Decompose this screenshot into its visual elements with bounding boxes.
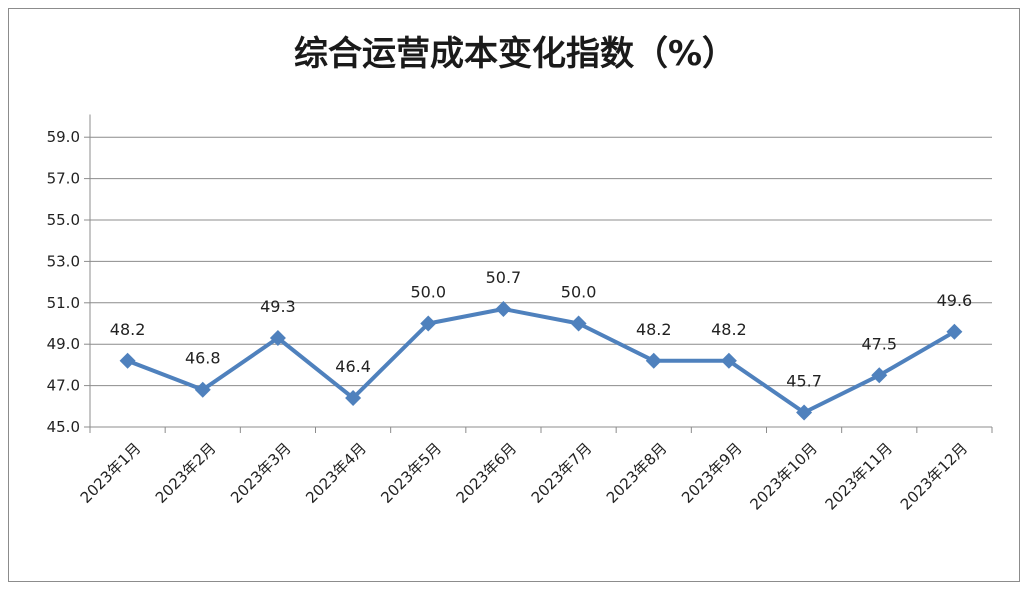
data-label: 46.4 bbox=[335, 357, 371, 376]
data-point bbox=[345, 390, 362, 407]
data-label: 50.0 bbox=[410, 283, 446, 302]
data-point bbox=[720, 352, 737, 369]
data-point bbox=[420, 315, 437, 332]
data-label: 49.6 bbox=[937, 291, 973, 310]
x-tick-label: 2023年10月 bbox=[746, 439, 820, 513]
data-label: 48.2 bbox=[110, 320, 146, 339]
axes bbox=[89, 114, 993, 433]
x-axis-labels: 2023年1月 2023年2月 2023年3月 2023年4月 2023年5月 2023年… bbox=[77, 439, 972, 513]
x-tick-label: 2023年3月 bbox=[227, 439, 295, 507]
y-tick-label: 45.0 bbox=[47, 418, 80, 436]
x-tick-label: 2023年7月 bbox=[528, 439, 596, 507]
x-tick-label: 2023年9月 bbox=[678, 439, 746, 507]
y-tick-label: 47.0 bbox=[47, 377, 80, 395]
data-point bbox=[946, 323, 963, 340]
data-labels: 48.2 46.8 49.3 46.4 50.0 50.7 50.0 48.2 48.2 45.7… bbox=[110, 268, 972, 391]
grid-lines bbox=[90, 136, 992, 387]
data-label: 50.7 bbox=[486, 268, 522, 287]
x-tick-label: 2023年12月 bbox=[897, 439, 971, 513]
data-label: 45.7 bbox=[786, 372, 822, 391]
y-tick-label: 59.0 bbox=[47, 128, 80, 146]
data-point bbox=[796, 404, 813, 421]
series-1 bbox=[119, 301, 963, 421]
y-tick-label: 53.0 bbox=[47, 252, 80, 270]
data-label: 47.5 bbox=[861, 334, 897, 353]
x-tick-label: 2023年1月 bbox=[77, 439, 145, 507]
x-tick-label: 2023年2月 bbox=[152, 439, 220, 507]
chart-title: 综合运营成本变化指数（%） bbox=[293, 34, 737, 74]
y-tick-label: 57.0 bbox=[47, 170, 80, 188]
data-label: 50.0 bbox=[561, 283, 597, 302]
data-label: 48.2 bbox=[711, 320, 747, 339]
y-tick-label: 55.0 bbox=[47, 211, 80, 229]
data-point bbox=[871, 367, 888, 384]
y-tick-label: 51.0 bbox=[47, 294, 80, 312]
data-point bbox=[119, 352, 136, 369]
x-tick-label: 2023年6月 bbox=[453, 439, 521, 507]
data-point bbox=[194, 381, 211, 398]
y-axis-ticks: 45.0 47.0 49.0 51.0 53.0 55.0 57.0 59.0 bbox=[47, 128, 90, 436]
x-tick-label: 2023年4月 bbox=[302, 439, 370, 507]
chart-frame bbox=[8, 8, 1020, 582]
x-tick-label: 2023年5月 bbox=[377, 439, 445, 507]
data-label: 49.3 bbox=[260, 297, 296, 316]
data-point bbox=[269, 329, 286, 346]
y-tick-label: 49.0 bbox=[47, 335, 80, 353]
data-point bbox=[645, 352, 662, 369]
data-point bbox=[495, 301, 512, 318]
data-point bbox=[570, 315, 587, 332]
x-tick-label: 2023年8月 bbox=[603, 439, 671, 507]
series-line bbox=[126, 307, 956, 415]
x-tick-label: 2023年11月 bbox=[822, 439, 896, 513]
data-label: 46.8 bbox=[185, 349, 221, 368]
data-label: 48.2 bbox=[636, 320, 672, 339]
